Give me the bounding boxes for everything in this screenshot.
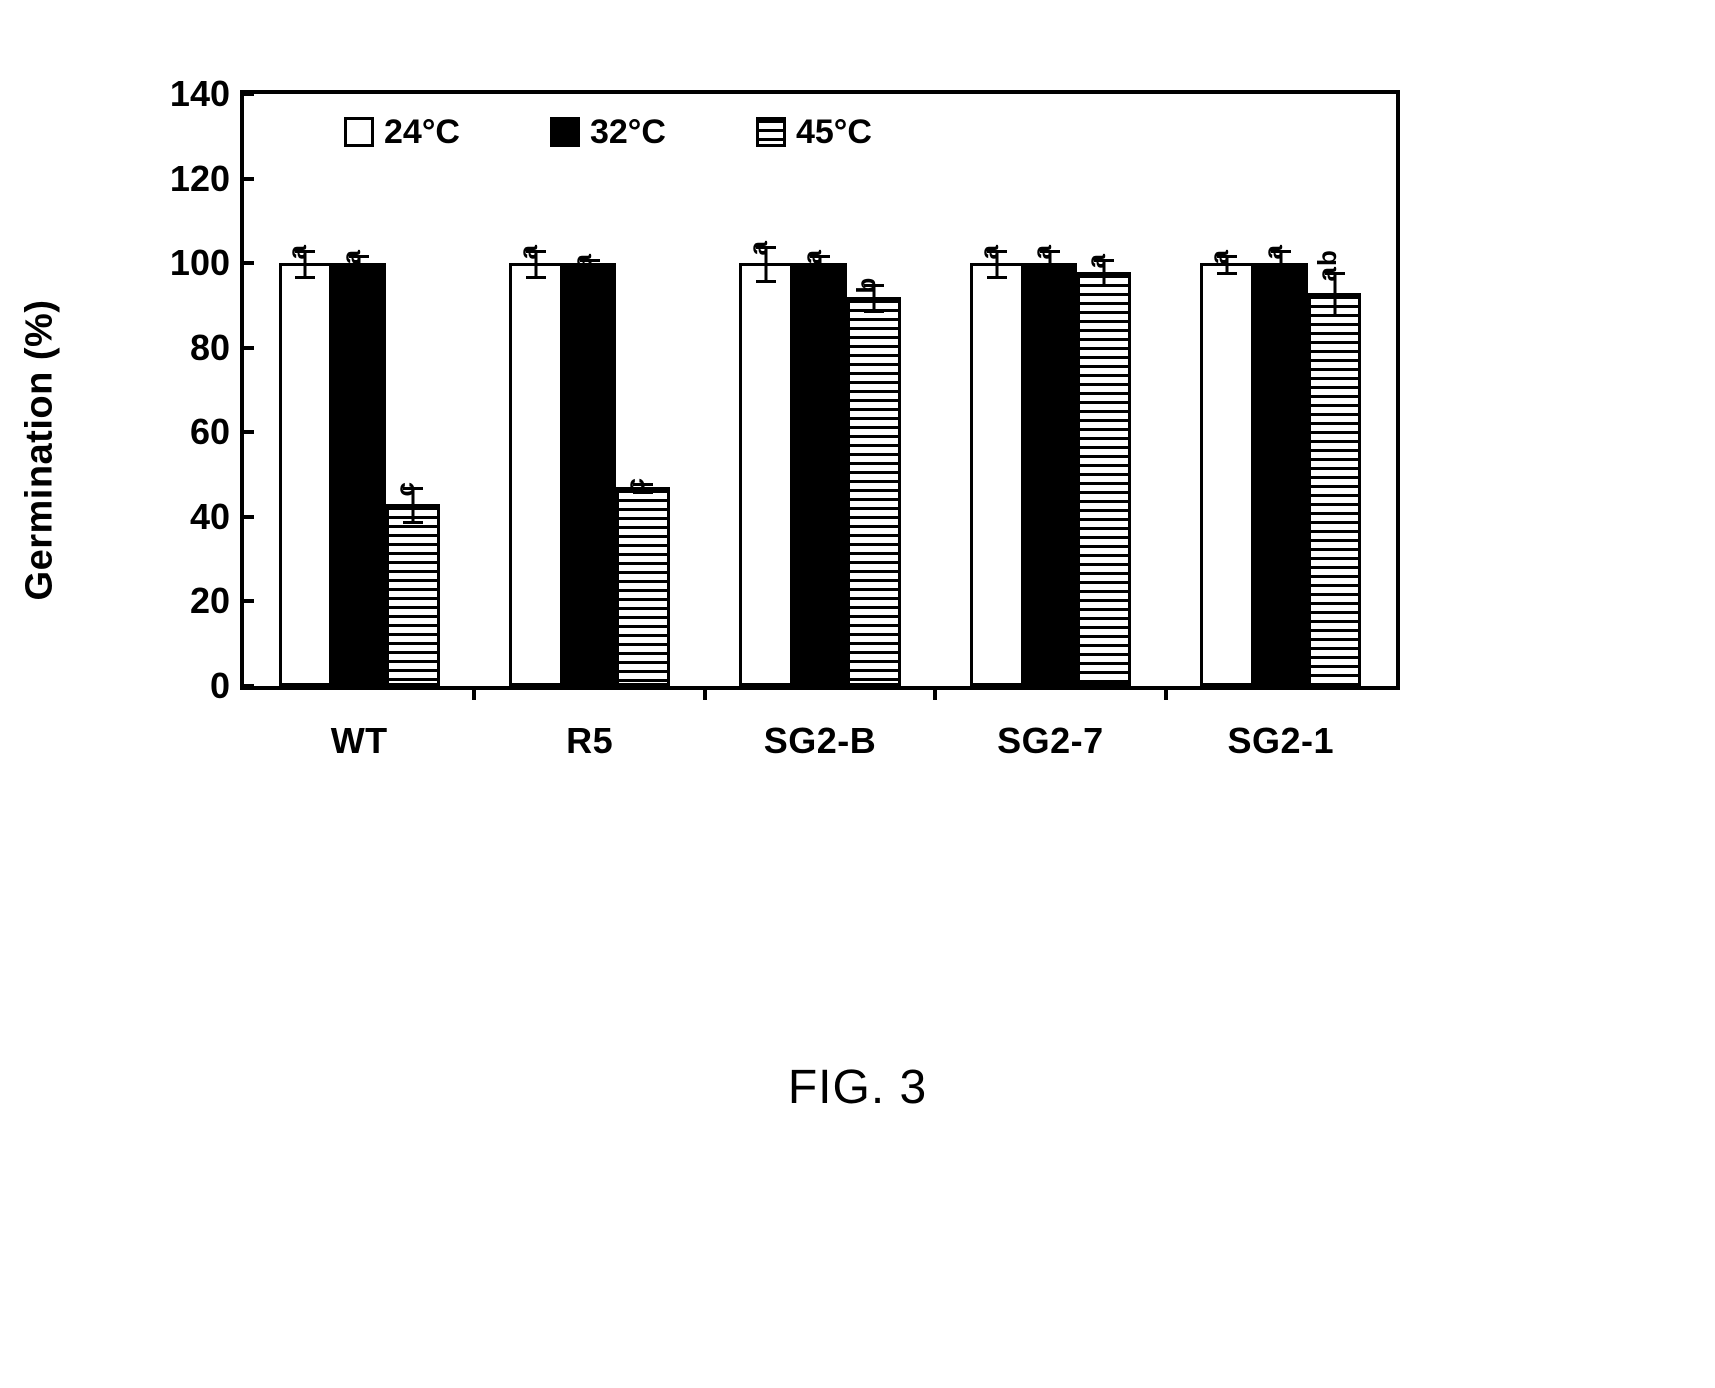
bar	[739, 263, 793, 686]
bar	[332, 263, 386, 686]
y-tick-mark	[240, 430, 254, 434]
figure: Germination (%) aacaacaabaaaaaab24°C32°C…	[80, 60, 1460, 840]
bar	[509, 263, 563, 686]
legend-label: 24°C	[384, 113, 460, 152]
y-tick-mark	[240, 261, 254, 265]
x-category-label: R5	[566, 720, 613, 762]
bar	[563, 263, 617, 686]
y-tick-label: 120	[150, 158, 230, 200]
bar	[1024, 263, 1078, 686]
error-bar-cap	[756, 280, 776, 283]
bar	[279, 263, 333, 686]
x-tick-mark	[933, 686, 937, 700]
x-category-label: WT	[331, 720, 388, 762]
y-axis-title: Germination (%)	[19, 300, 62, 601]
error-bar-cap	[1325, 314, 1345, 317]
error-bar-cap	[526, 276, 546, 279]
error-bar-cap	[295, 276, 315, 279]
bar	[847, 297, 901, 686]
legend-item: 32°C	[550, 113, 666, 152]
significance-label: a	[567, 253, 598, 268]
page: Germination (%) aacaacaabaaaaaab24°C32°C…	[0, 0, 1715, 1388]
bar	[386, 504, 440, 686]
error-bar-cap	[1094, 284, 1114, 287]
bar	[1200, 263, 1254, 686]
significance-label: c	[620, 477, 651, 492]
figure-caption: FIG. 3	[788, 1060, 927, 1115]
error-bar-cap	[987, 276, 1007, 279]
legend-item: 24°C	[344, 113, 460, 152]
legend-swatch	[344, 117, 374, 147]
x-category-label: SG2-1	[1228, 720, 1335, 762]
error-bar-cap	[864, 310, 884, 313]
significance-label: b	[851, 277, 882, 294]
error-bar-cap	[403, 521, 423, 524]
significance-label: a	[1204, 249, 1235, 264]
y-tick-label: 40	[150, 496, 230, 538]
y-tick-mark	[240, 684, 254, 688]
significance-label: a	[336, 249, 367, 264]
plot-area: aacaacaabaaaaaab24°C32°C45°C	[240, 90, 1400, 690]
y-tick-mark	[240, 515, 254, 519]
significance-label: a	[797, 249, 828, 264]
legend-swatch	[550, 117, 580, 147]
legend-swatch	[756, 117, 786, 147]
bar	[1077, 272, 1131, 686]
bar	[616, 487, 670, 686]
y-tick-mark	[240, 346, 254, 350]
bar	[970, 263, 1024, 686]
y-tick-mark	[240, 177, 254, 181]
significance-label: ab	[1312, 249, 1343, 281]
y-tick-label: 100	[150, 242, 230, 284]
significance-label: a	[1258, 244, 1289, 259]
y-tick-mark	[240, 92, 254, 96]
legend: 24°C 32°C 45°C	[344, 112, 962, 152]
legend-item: 45°C	[756, 113, 872, 152]
legend-label: 45°C	[796, 113, 872, 152]
legend-label: 32°C	[590, 113, 666, 152]
y-tick-label: 140	[150, 73, 230, 115]
bar	[1308, 293, 1362, 686]
bar	[793, 263, 847, 686]
error-bar-cap	[1217, 272, 1237, 275]
x-category-label: SG2-B	[764, 720, 877, 762]
x-tick-mark	[1164, 686, 1168, 700]
x-tick-mark	[703, 686, 707, 700]
significance-label: a	[974, 244, 1005, 259]
significance-label: c	[390, 481, 421, 496]
y-tick-mark	[240, 599, 254, 603]
y-tick-label: 0	[150, 665, 230, 707]
x-tick-mark	[472, 686, 476, 700]
y-tick-label: 80	[150, 327, 230, 369]
y-tick-label: 20	[150, 580, 230, 622]
significance-label: a	[513, 244, 544, 259]
x-category-label: SG2-7	[997, 720, 1104, 762]
y-tick-label: 60	[150, 411, 230, 453]
significance-label: a	[1081, 253, 1112, 268]
significance-label: a	[1027, 244, 1058, 259]
bar	[1254, 263, 1308, 686]
significance-label: a	[743, 240, 774, 255]
significance-label: a	[282, 244, 313, 259]
